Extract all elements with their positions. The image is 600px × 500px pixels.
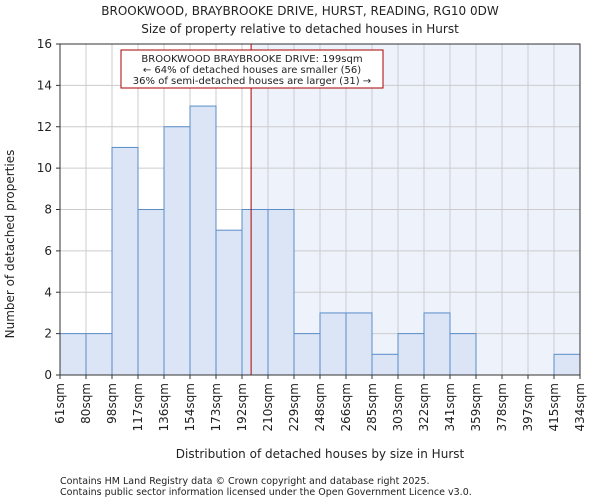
x-tick-label: 434sqm xyxy=(573,383,587,431)
y-tick-label: 16 xyxy=(37,37,52,51)
y-tick-label: 2 xyxy=(44,327,52,341)
y-axis-ticks: 0 2 4 6 8 10 12 14 16 xyxy=(37,37,60,382)
annotation-line3: 36% of semi-detached houses are larger (… xyxy=(133,76,371,87)
bar xyxy=(553,353,581,376)
x-tick-label: 98sqm xyxy=(105,383,119,424)
bar xyxy=(345,312,373,376)
x-tick-label: 415sqm xyxy=(547,383,561,431)
footer-line2: Contains public sector information licen… xyxy=(60,487,472,498)
y-tick-label: 8 xyxy=(44,203,52,217)
x-tick-label: 341sqm xyxy=(443,383,457,431)
footer-line1: Contains HM Land Registry data © Crown c… xyxy=(60,476,430,487)
y-tick-label: 12 xyxy=(37,120,52,134)
annotation-box: BROOKWOOD BRAYBROOKE DRIVE: 199sqm ← 64%… xyxy=(120,49,384,89)
y-tick-label: 14 xyxy=(37,78,52,92)
x-tick-label: 359sqm xyxy=(469,383,483,431)
bar xyxy=(85,333,113,376)
x-tick-label: 248sqm xyxy=(313,383,327,431)
annotation-border xyxy=(120,49,384,89)
annotation-line2: ← 64% of detached houses are smaller (56… xyxy=(143,65,361,76)
bar xyxy=(59,333,87,376)
x-tick-label: 266sqm xyxy=(339,383,353,431)
y-axis-label: Number of detached properties xyxy=(3,150,17,339)
bar xyxy=(267,209,295,376)
x-tick-label: 192sqm xyxy=(235,383,249,431)
bar xyxy=(319,312,347,376)
bar xyxy=(163,126,191,376)
x-tick-label: 117sqm xyxy=(131,383,145,431)
bars xyxy=(59,105,581,376)
x-tick-label: 229sqm xyxy=(287,383,301,431)
x-axis-label: Distribution of detached houses by size … xyxy=(176,447,465,461)
bar xyxy=(397,333,425,376)
x-tick-label: 322sqm xyxy=(417,383,431,431)
x-tick-label: 285sqm xyxy=(365,383,379,431)
bar xyxy=(241,209,269,376)
bar xyxy=(449,333,477,376)
bar xyxy=(423,312,451,376)
y-tick-label: 0 xyxy=(44,368,52,382)
x-tick-label: 397sqm xyxy=(521,383,535,431)
x-tick-label: 173sqm xyxy=(209,383,223,431)
y-tick-label: 10 xyxy=(37,161,52,175)
x-tick-label: 303sqm xyxy=(391,383,405,431)
x-tick-label: 378sqm xyxy=(495,383,509,431)
x-tick-label: 210sqm xyxy=(261,383,275,431)
chart-title-line1: BROOKWOOD, BRAYBROOKE DRIVE, HURST, READ… xyxy=(101,4,499,18)
y-tick-label: 4 xyxy=(44,285,52,299)
bar xyxy=(111,146,139,376)
bar xyxy=(215,229,243,376)
annotation-line1: BROOKWOOD BRAYBROOKE DRIVE: 199sqm xyxy=(141,54,362,65)
y-tick-label: 6 xyxy=(44,244,52,258)
bar xyxy=(371,353,399,376)
x-tick-label: 136sqm xyxy=(157,383,171,431)
bar xyxy=(137,209,165,376)
x-tick-label: 80sqm xyxy=(79,383,93,424)
bar xyxy=(293,333,321,376)
x-axis-ticks: 61sqm 80sqm 98sqm 117sqm 136sqm 154sqm 173sqm 1… xyxy=(53,375,587,431)
chart-title-line2: Size of property relative to detached ho… xyxy=(141,22,459,36)
x-tick-label: 154sqm xyxy=(183,383,197,431)
bar xyxy=(189,105,217,376)
x-tick-label: 61sqm xyxy=(53,383,67,424)
